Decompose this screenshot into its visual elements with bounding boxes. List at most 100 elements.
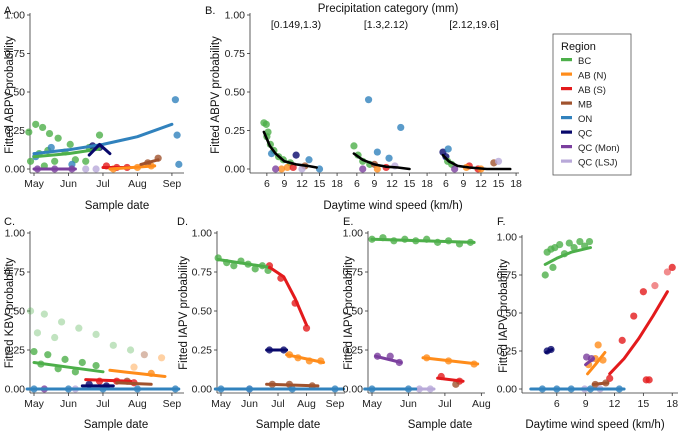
- panel-a-point-on: [47, 143, 55, 152]
- panel-b-facet-label-3: [2.12,19.6]: [449, 19, 499, 31]
- panel-c-fit-line-bc: [32, 361, 105, 374]
- panel-b-facet-2-x-tick-label: 18: [421, 178, 433, 190]
- panel-f-point-abs: [645, 376, 653, 384]
- panel-f-plot: 0.00 0.25 0.50 0.75 1.00 6 9 12 15 18: [497, 232, 679, 411]
- panel-a-point-bc: [54, 134, 62, 142]
- panel-a-point-bc: [45, 129, 54, 138]
- panel-a-fit-line-bc: [32, 147, 101, 159]
- panel-b-facet-1-point-abn: [277, 165, 286, 173]
- panel-d-xlabel: Sample date: [256, 419, 321, 431]
- panel-e-x-tick-label: Aug: [472, 398, 491, 410]
- panel-f-ylabel: Fitted IAPV probability: [498, 259, 510, 373]
- panel-c-point-bc: [33, 329, 42, 337]
- legend-label-mb: MB: [578, 100, 592, 111]
- panel-e-fit-line-abs: [436, 376, 465, 383]
- panel-b-facet-2-point-on: [364, 96, 373, 104]
- panel-a-y-tick-label: 0.75: [5, 48, 26, 60]
- panel-a-point-on: [171, 96, 179, 104]
- panel-f-x-tick-label: 15: [638, 398, 650, 410]
- panel-f-point-bc: [565, 239, 573, 247]
- panel-f-point-bc: [585, 237, 594, 246]
- panel-b-facet-3-x-tick-label: 12: [475, 178, 487, 190]
- panel-b-facet-2-fit-curve: [352, 152, 411, 171]
- panel-a-fit-line-on: [32, 122, 174, 156]
- panel-d-x-tick-label: Sep: [326, 398, 345, 410]
- legend-swatch-qcl: [561, 159, 572, 163]
- legend-items: BC AB (N) AB (S) MB ON QC QC (Mon) QC (LSJ): [561, 56, 620, 169]
- panel-f-point-abs: [618, 336, 626, 344]
- panel-b-facet-2-x-tick-label: 6: [354, 178, 360, 190]
- panel-b-letter: B.: [205, 5, 215, 17]
- panel-b-facet-3-x-tick-label: 6: [443, 178, 449, 190]
- panel-f-point-bc: [549, 263, 557, 271]
- panel-d-y-tick-label: 0.00: [192, 384, 213, 396]
- panel-b-facet-1-point-bc: [262, 120, 270, 128]
- panel-a-point-bc: [39, 123, 47, 132]
- panel-e-y-tick-label: 0.00: [343, 384, 364, 396]
- panel-f-point-bc: [556, 241, 564, 249]
- panel-c-y-tick-label: 0.00: [5, 384, 26, 396]
- panel-c-point-abn: [157, 354, 166, 362]
- panel-b-facet-3-point-on: [444, 145, 452, 153]
- panel-d-fit-line-abs: [268, 265, 308, 327]
- panel-f-point-abn: [594, 341, 602, 349]
- panel-a-ylabel: Fitted ABPV probability: [4, 36, 16, 154]
- panel-d-x-tick-label: Jul: [271, 398, 284, 410]
- panel-b-facet-1-y-tick-label: 0.25: [225, 125, 246, 137]
- panel-c-fit-line-abs: [84, 378, 133, 383]
- panel-c-x-tick-label: Jul: [96, 398, 109, 410]
- panel-a-x-tick-label: Jun: [60, 178, 77, 190]
- panel-b-facet-2-point-on: [385, 154, 393, 162]
- panel-f-y-tick-label: 0.25: [497, 346, 518, 358]
- panel-b-facet-3-x-tick-label: 18: [510, 178, 522, 190]
- panel-c-x-tick-label: Aug: [128, 398, 147, 410]
- panel-f-point-abs: [668, 263, 676, 271]
- panel-b-facet-1-x-tick-label: 6: [264, 178, 270, 190]
- panel-a-point-bc: [66, 140, 74, 148]
- panel-b-ylabel: Fitted ABPV probability: [210, 36, 222, 154]
- legend-label-on: ON: [578, 114, 592, 125]
- legend-label-abs: AB (S): [578, 85, 606, 96]
- panel-b-facet-2-point-on: [397, 123, 405, 132]
- panel-c-point-bc: [30, 347, 38, 356]
- panel-c-point-bc: [78, 358, 86, 367]
- panel-b-facet-1-point-abn: [283, 163, 291, 172]
- panel-b-facet-1-x-tick-label: 9: [281, 178, 287, 190]
- legend-label-qc: QC: [578, 129, 592, 140]
- panel-b-facet-1-point-qc: [292, 151, 300, 159]
- panel-b-facet-1-y-tick-label: 0.00: [225, 164, 246, 176]
- panel-b-facet-label-1: [0.149,1.3): [271, 19, 321, 31]
- panel-f-xlabel: Daytime wind speed (km/h): [525, 419, 664, 431]
- panel-b-plot: 0.000.250.500.751.006 9 12 15 18 6 9 12 15 18 6 9 12…: [225, 10, 523, 191]
- legend-label-abn: AB (N): [578, 71, 607, 82]
- panel-f-fit-line-abs: [608, 290, 669, 376]
- panel-c-xlabel: Sample date: [84, 419, 149, 431]
- panel-a-fit-line-qc: [87, 142, 112, 157]
- panel-a-point-bc: [82, 157, 90, 165]
- panel-e-y-tick-label: 0.75: [343, 267, 364, 279]
- panel-c-x-tick-label: May: [24, 398, 45, 410]
- panel-a-letter: A.: [4, 5, 14, 17]
- legend-swatch-on: [561, 116, 572, 120]
- panel-a-y-tick-label: 1.00: [5, 10, 26, 22]
- panel-a-y-tick-label: 0.00: [5, 164, 26, 176]
- panel-d-point-bc: [230, 262, 238, 270]
- panel-b-facet-2-point-on: [373, 148, 381, 156]
- panel-b-facet-1-fit-curve: [262, 130, 318, 169]
- panel-a-xlabel: Sample date: [85, 200, 150, 212]
- panel-e-y-tick-label: 0.50: [343, 306, 364, 318]
- legend-swatch-mb: [561, 101, 572, 105]
- panel-c-letter: C.: [4, 216, 15, 228]
- panel-b-facet-1-x-tick-label: 12: [296, 178, 308, 190]
- panel-c-y-tick-label: 0.75: [5, 267, 26, 279]
- panel-f-fit-line-bc: [543, 246, 592, 266]
- panel-a-x-tick-label: Jul: [96, 178, 109, 190]
- panel-c-point-bc: [40, 310, 48, 318]
- panel-d-point-abs: [302, 324, 311, 332]
- panel-b-facet-2-x-tick-label: 15: [404, 178, 416, 190]
- panel-e-letter: E.: [343, 216, 353, 228]
- panel-d-y-tick-label: 0.50: [192, 306, 213, 318]
- panel-e-x-tick-label: Jul: [438, 398, 451, 410]
- panel-a-point-on: [173, 131, 181, 139]
- panel-d-x-tick-label: Jun: [241, 398, 258, 410]
